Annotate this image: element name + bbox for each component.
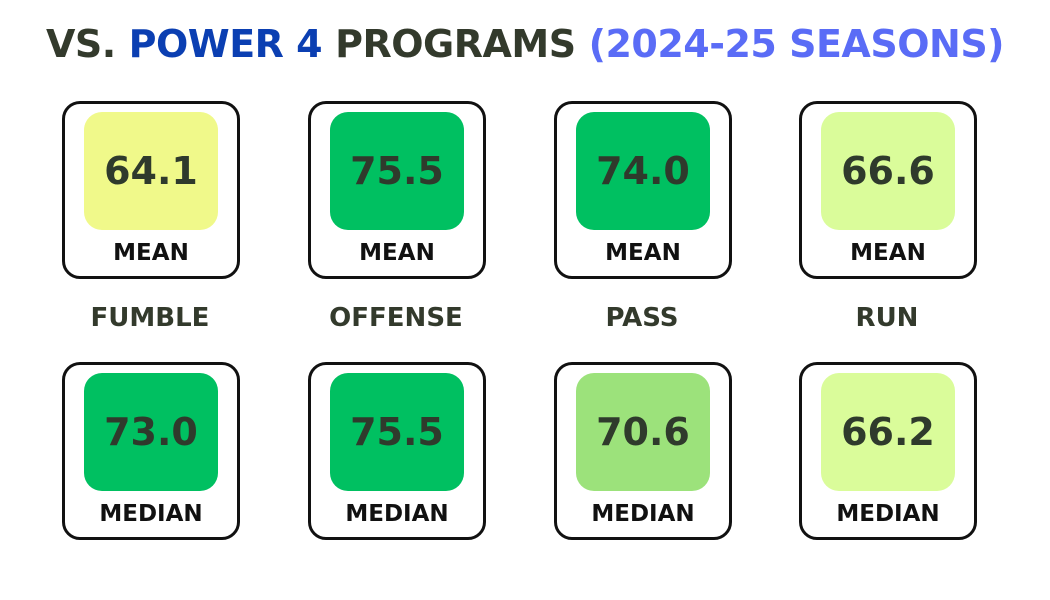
title-part: VS. <box>45 22 116 66</box>
median-card: 70.6 MEDIAN <box>554 362 732 540</box>
title-part: PROGRAMS <box>335 22 576 66</box>
stat-label: MEDIAN <box>591 501 695 527</box>
mean-card: 66.6 MEAN <box>799 101 977 279</box>
median-card: 66.2 MEDIAN <box>799 362 977 540</box>
value-box: 66.2 <box>821 373 955 491</box>
mean-card: 75.5 MEAN <box>308 101 486 279</box>
stat-label: MEAN <box>113 240 189 266</box>
title-part: POWER 4 <box>128 22 323 66</box>
value-box: 75.5 <box>330 373 464 491</box>
mean-card: 64.1 MEAN <box>62 101 240 279</box>
median-card: 73.0 MEDIAN <box>62 362 240 540</box>
title: VS. POWER 4 PROGRAMS (2024-25 SEASONS) <box>0 22 1050 66</box>
value-box: 70.6 <box>576 373 710 491</box>
value-box: 64.1 <box>84 112 218 230</box>
median-card: 75.5 MEDIAN <box>308 362 486 540</box>
column-label: RUN <box>855 303 919 333</box>
title-part: (2024-25 SEASONS) <box>588 22 1005 66</box>
stat-label: MEDIAN <box>99 501 203 527</box>
value-box: 74.0 <box>576 112 710 230</box>
value-box: 73.0 <box>84 373 218 491</box>
stat-label: MEAN <box>359 240 435 266</box>
column-label: OFFENSE <box>329 303 463 333</box>
stat-label: MEDIAN <box>345 501 449 527</box>
stat-label: MEAN <box>850 240 926 266</box>
stat-label: MEAN <box>605 240 681 266</box>
column-label: FUMBLE <box>90 303 210 333</box>
mean-card: 74.0 MEAN <box>554 101 732 279</box>
value-box: 66.6 <box>821 112 955 230</box>
stat-label: MEDIAN <box>836 501 940 527</box>
value-box: 75.5 <box>330 112 464 230</box>
column-label: PASS <box>605 303 679 333</box>
